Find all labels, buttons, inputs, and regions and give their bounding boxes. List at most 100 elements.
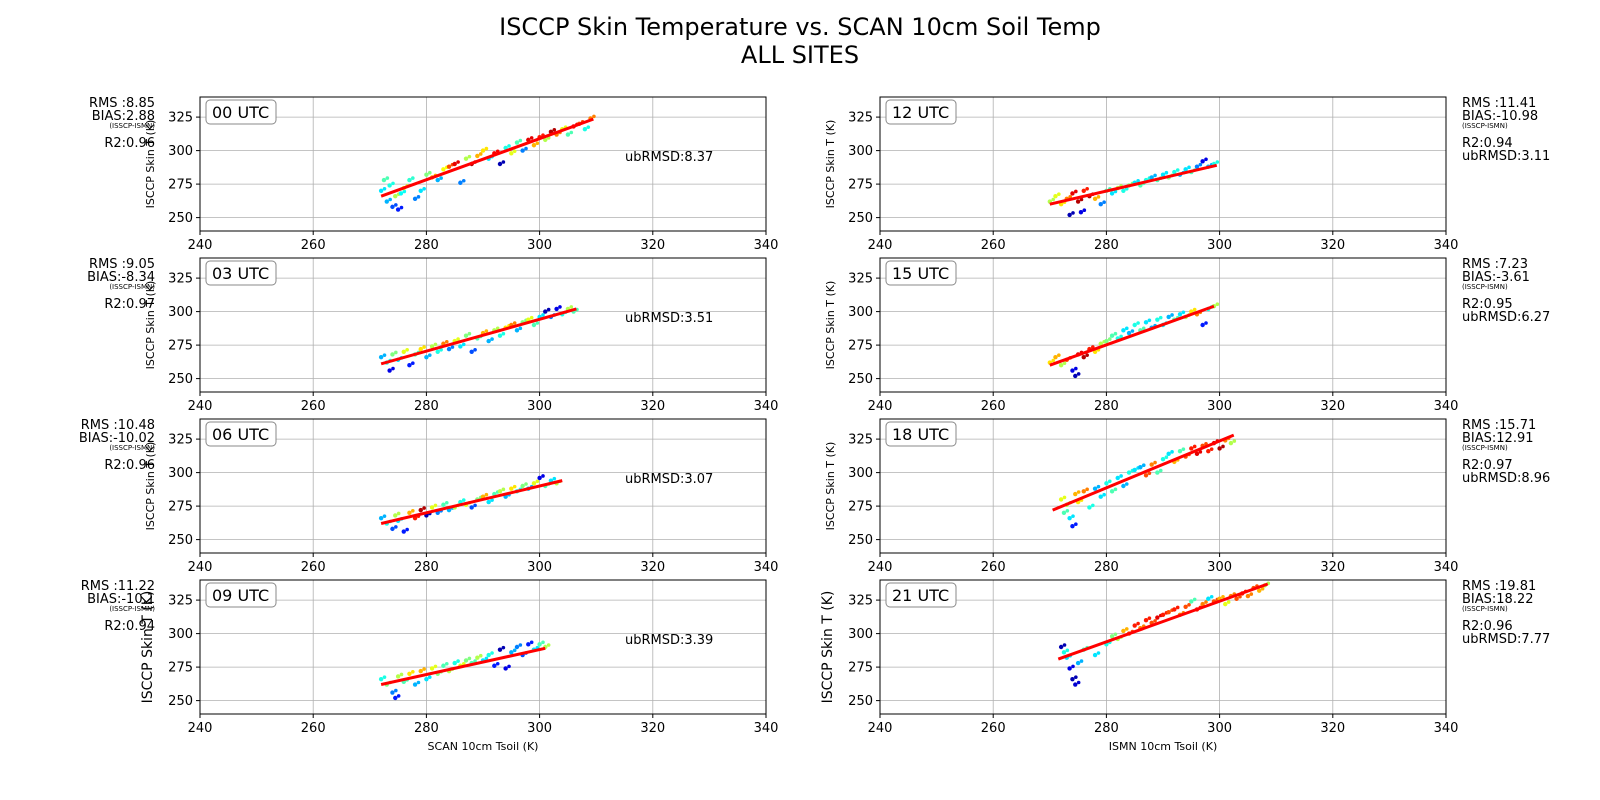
scatter-point: [537, 642, 542, 647]
scatter-point: [552, 128, 557, 132]
scatter-point: [495, 661, 500, 666]
scatter-point: [1071, 211, 1075, 215]
scatter-point: [501, 487, 506, 492]
stat-bias-note: (ISSCP-ISMN): [109, 283, 155, 291]
stat-bias: BIAS:-10.98: [1462, 109, 1538, 124]
scatter-point: [1160, 612, 1166, 618]
scatter-point: [1091, 503, 1095, 508]
scatter-point: [497, 333, 503, 338]
scatter-point: [446, 346, 452, 352]
scatter-point: [395, 674, 401, 679]
scatter-point: [385, 176, 390, 180]
stat-rms: RMS :9.05: [89, 257, 155, 272]
y-tick-label: 250: [848, 211, 873, 226]
scatter-point: [387, 183, 392, 188]
scatter-point: [512, 484, 517, 489]
scatter-point: [441, 167, 446, 172]
scatter-point: [1071, 514, 1075, 518]
x-tick-label: 340: [754, 399, 779, 414]
panel-title-frame: [885, 99, 957, 125]
scatter-point: [558, 305, 562, 309]
x-tick-label: 300: [1207, 238, 1232, 253]
fit-line: [380, 117, 594, 198]
scatter-point: [1081, 489, 1086, 494]
scatter-point: [450, 345, 455, 349]
scatter-point: [478, 653, 483, 658]
scatter-point: [441, 663, 446, 668]
scatter-point: [565, 132, 571, 137]
x-tick-label: 260: [301, 399, 326, 414]
scatter-point: [543, 137, 548, 143]
scatter-point: [1067, 212, 1072, 218]
x-tick-label: 240: [188, 399, 213, 414]
scatter-point: [401, 349, 406, 354]
scatter-point: [456, 337, 460, 341]
scatter-point: [378, 354, 384, 360]
scatter-point: [439, 347, 443, 352]
scatter-point: [1166, 609, 1171, 615]
scatter-point: [1121, 188, 1126, 193]
scatter-point: [396, 511, 401, 516]
stat-r2: R2:0.95: [1462, 297, 1513, 312]
x-tick-label: 300: [1207, 560, 1232, 575]
x-tick-label: 340: [1434, 560, 1459, 575]
x-tick-label: 260: [301, 238, 326, 253]
scatter-point: [1183, 167, 1188, 172]
scatter-point: [391, 366, 395, 371]
scatter-point: [1092, 196, 1098, 202]
scatter-point: [1074, 366, 1078, 371]
scatter-point: [497, 489, 503, 494]
scatter-point: [535, 321, 540, 325]
scatter-point: [405, 527, 409, 532]
scatter-point: [473, 347, 477, 352]
scatter-point: [1065, 648, 1070, 653]
stat-ubrmsd: ubRMSD:8.96: [1462, 471, 1550, 486]
panel-15-utc: 240 260 280 300 320 340 250 275 300 325 ISCCP Skin…: [824, 257, 1550, 414]
x-tick-label: 280: [1094, 238, 1119, 253]
scatter-point: [444, 339, 449, 344]
scatter-point: [1181, 447, 1186, 451]
y-tick-label: 325: [168, 594, 193, 609]
x-tick-label: 260: [981, 721, 1006, 736]
scatter-point: [1071, 664, 1075, 669]
x-axis-label: SCAN 10cm Tsoil (K): [428, 740, 539, 753]
scatter-point: [1107, 337, 1112, 341]
scatter-point: [490, 651, 494, 655]
scatter-point: [452, 660, 457, 666]
scatter-point: [1058, 363, 1064, 368]
stat-ubrmsd: ubRMSD:3.51: [625, 311, 713, 326]
x-tick-label: 320: [640, 399, 665, 414]
scatter-point: [1119, 474, 1123, 478]
scatter-point: [411, 508, 415, 513]
scatter-point: [1232, 439, 1237, 443]
panels-group: 240 260 280 300 320 340 250 275 300 325 ISCCP Skin…: [79, 96, 1551, 753]
scatter-point: [396, 694, 401, 698]
scatter-point: [391, 181, 395, 186]
scatter-point: [512, 648, 517, 653]
scatter-point: [1158, 315, 1163, 320]
scatter-point: [1153, 619, 1157, 623]
scatter-point: [1249, 592, 1254, 596]
stat-bias: BIAS:2.88: [92, 109, 155, 124]
scatter-point: [382, 514, 387, 518]
scatter-point: [514, 644, 520, 650]
scatter-point: [418, 188, 423, 193]
scatter-point: [1070, 676, 1075, 682]
x-tick-label: 280: [414, 560, 439, 575]
scatter-point: [439, 176, 443, 180]
scatter-point: [1132, 322, 1137, 328]
x-tick-label: 320: [1320, 399, 1345, 414]
y-axis-label: ISCCP Skin T (K): [824, 281, 837, 370]
scatter-point: [1177, 448, 1183, 454]
scatter-point: [1124, 627, 1129, 631]
scatter-point: [378, 515, 384, 521]
scatter-point: [411, 361, 415, 365]
panel-title-frame: [205, 99, 277, 125]
scatter-point: [554, 306, 559, 312]
y-tick-label: 250: [848, 372, 873, 387]
scatter-point: [416, 195, 421, 199]
panel-title-box: 15 UTC: [885, 260, 957, 286]
y-tick-label: 250: [168, 694, 193, 709]
scatter-point: [1076, 680, 1081, 685]
scatter-point: [1126, 470, 1132, 475]
